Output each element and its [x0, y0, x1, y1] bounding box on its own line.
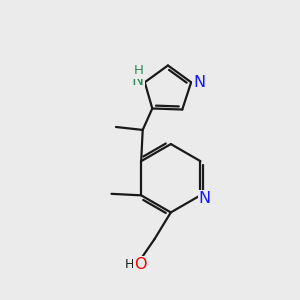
Text: N: N	[131, 73, 143, 88]
Text: N: N	[199, 191, 211, 206]
Text: O: O	[134, 257, 147, 272]
Text: H: H	[125, 258, 134, 271]
Text: H: H	[133, 64, 143, 77]
Text: N: N	[194, 75, 206, 90]
